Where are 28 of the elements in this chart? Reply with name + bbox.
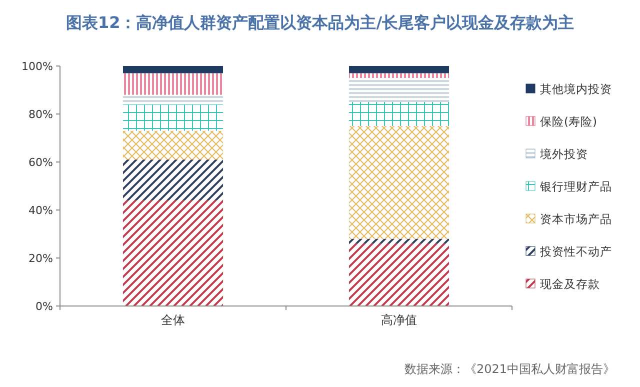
x-tick-label: 高净值	[381, 313, 417, 327]
bar	[349, 66, 449, 74]
bar	[123, 130, 223, 160]
bar	[349, 73, 449, 78]
legend-label: 保险(寿险)	[540, 114, 597, 128]
bar	[349, 102, 449, 126]
x-tick-label: 全体	[161, 313, 185, 327]
legend-label: 银行理财产品	[539, 180, 612, 194]
legend-label: 投资性不动产	[539, 244, 612, 258]
y-tick-label: 80%	[28, 108, 53, 121]
y-tick-label: 0%	[36, 300, 53, 313]
chart-title: 图表12：高净值人群资产配置以资本品为主/长尾客户以现金及存款为主	[66, 13, 574, 32]
legend-label: 现金及存款	[540, 277, 600, 291]
bar	[123, 160, 223, 200]
bar	[349, 244, 449, 306]
y-tick-label: 20%	[28, 252, 53, 265]
source-note: 数据来源：《2021中国私人财富报告》	[404, 362, 615, 376]
y-tick-label: 40%	[28, 204, 53, 217]
bar	[123, 200, 223, 306]
bar	[123, 66, 223, 74]
y-tick-label: 60%	[28, 156, 53, 169]
y-tick-label: 100%	[22, 60, 53, 73]
bar	[349, 126, 449, 239]
bar	[123, 73, 223, 95]
legend-label: 境外投资	[539, 147, 588, 161]
legend-label: 其他境内投资	[540, 82, 612, 96]
legend-label: 资本市场产品	[540, 212, 612, 226]
bar	[349, 238, 449, 244]
